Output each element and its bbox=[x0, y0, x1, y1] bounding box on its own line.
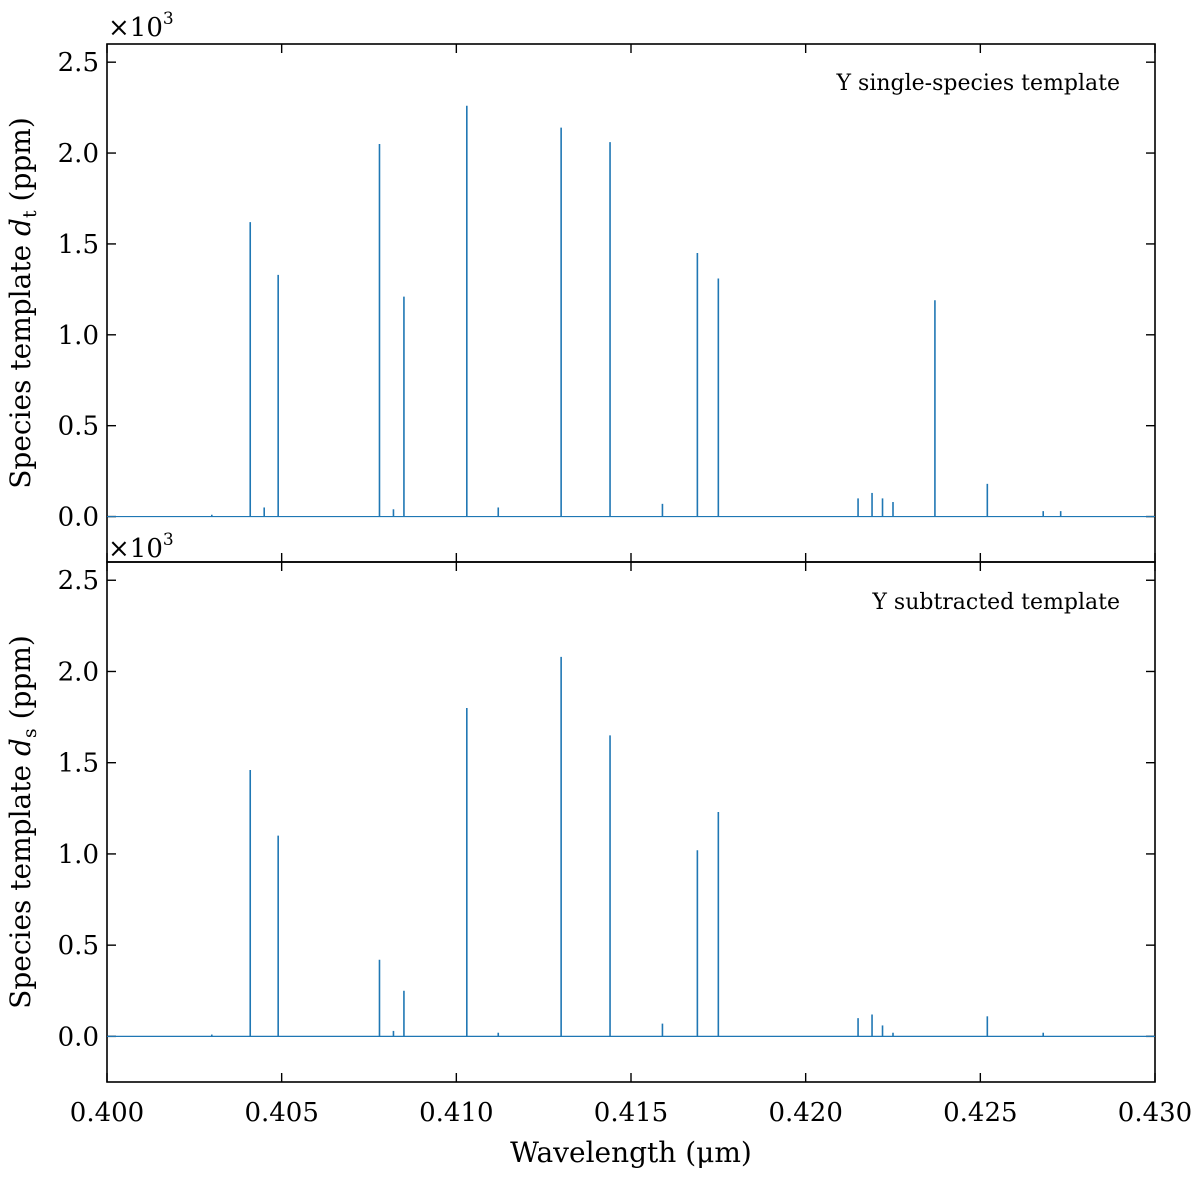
x-ticks-bottom bbox=[106, 562, 1156, 1082]
y-tick-label-bottom: 2.0 bbox=[58, 657, 99, 687]
y-tick-label-bottom: 2.5 bbox=[58, 566, 99, 596]
y-axis-label-bottom: Species template ds (ppm) bbox=[4, 635, 41, 1009]
plot-frame-bottom bbox=[106, 561, 1156, 1083]
x-tick-label: 0.400 bbox=[70, 1098, 144, 1128]
y-tick-label-top: 0.5 bbox=[58, 412, 99, 442]
x-tick-labels: 0.400 0.405 0.410 0.415 0.420 0.425 0.430 bbox=[70, 1098, 1192, 1128]
series-top bbox=[107, 105, 1155, 518]
y-multiplier-bottom: ×103 bbox=[108, 530, 174, 564]
series-bottom bbox=[107, 656, 1155, 1037]
panel-single-species: 0.0 0.5 1.0 1.5 2.0 2.5 ×103 Y single-species… bbox=[4, 9, 1156, 563]
annotation-top: Y single-species template bbox=[836, 71, 1120, 96]
y-tick-label-bottom: 1.5 bbox=[58, 749, 99, 779]
panel-subtracted: 0.0 0.5 1.0 1.5 2.0 2.5 ×103 Y subtracted tem… bbox=[4, 530, 1156, 1083]
annotation-bottom: Y subtracted template bbox=[871, 590, 1120, 615]
y-tick-label-top: 2.5 bbox=[58, 48, 99, 78]
y-tick-label-top: 0.0 bbox=[58, 503, 99, 533]
x-axis-label: Wavelength (μm) bbox=[510, 1136, 752, 1169]
y-multiplier-top: ×103 bbox=[108, 9, 174, 43]
y-axis-label-top: Species template dt (ppm) bbox=[4, 117, 41, 489]
y-tick-label-top: 1.5 bbox=[58, 230, 99, 260]
plot-frame-top bbox=[106, 43, 1156, 563]
y-tick-label-top: 2.0 bbox=[58, 139, 99, 169]
x-tick-label: 0.420 bbox=[768, 1098, 842, 1128]
y-ticks-bottom bbox=[107, 579, 1155, 1038]
x-tick-label: 0.415 bbox=[594, 1098, 668, 1128]
x-tick-label: 0.425 bbox=[943, 1098, 1017, 1128]
x-tick-label: 0.430 bbox=[1118, 1098, 1192, 1128]
y-tick-labels-top: 0.0 0.5 1.0 1.5 2.0 2.5 bbox=[58, 48, 99, 532]
y-tick-label-bottom: 1.0 bbox=[58, 840, 99, 870]
x-tick-label: 0.405 bbox=[244, 1098, 318, 1128]
x-ticks-top bbox=[106, 44, 1156, 562]
y-tick-label-bottom: 0.5 bbox=[58, 931, 99, 961]
y-tick-label-bottom: 0.0 bbox=[58, 1022, 99, 1052]
y-tick-label-top: 1.0 bbox=[58, 321, 99, 351]
y-tick-labels-bottom: 0.0 0.5 1.0 1.5 2.0 2.5 bbox=[58, 566, 99, 1052]
y-ticks-top bbox=[107, 61, 1155, 518]
x-tick-label: 0.410 bbox=[419, 1098, 493, 1128]
